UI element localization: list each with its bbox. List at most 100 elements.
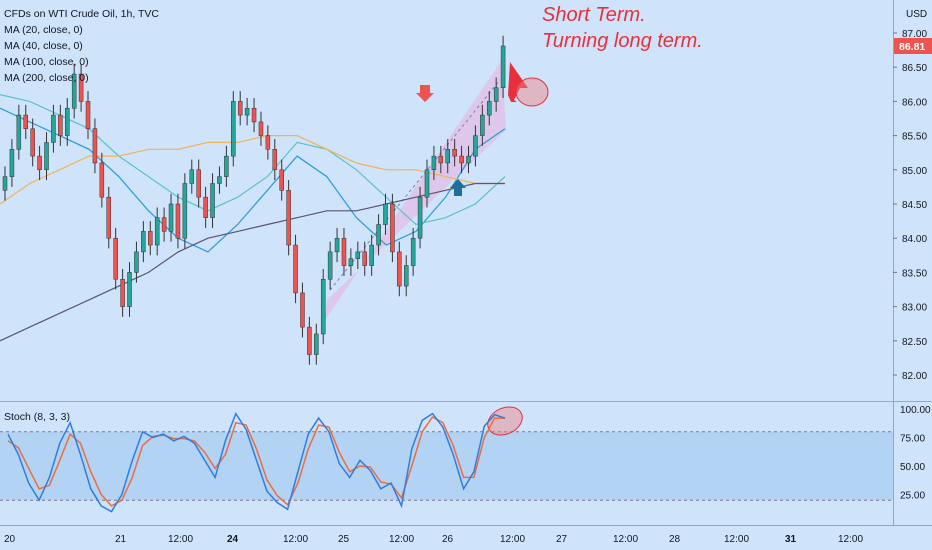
candle-body <box>466 155 471 164</box>
candle-body <box>58 114 63 136</box>
candle-body <box>362 251 367 266</box>
candle-body <box>9 149 15 177</box>
price-tick-label: 85.00 <box>902 166 927 177</box>
time-label: 12:00 <box>613 534 638 545</box>
candle-body <box>265 135 271 150</box>
candle-body <box>189 169 195 184</box>
price-tick-label: 82.50 <box>902 337 927 348</box>
candle-body <box>244 107 250 116</box>
candle-body <box>383 203 388 225</box>
current-price-tag <box>894 37 932 54</box>
candle-body <box>272 149 278 171</box>
candle-body <box>168 203 174 232</box>
ma100-line <box>0 135 505 205</box>
candle-body <box>237 101 243 116</box>
price-tick-label: 86.50 <box>902 63 927 74</box>
candle-body <box>314 333 319 355</box>
candle-body <box>293 244 298 294</box>
candle-body <box>473 135 478 157</box>
candle-body <box>369 244 374 266</box>
candle-body <box>175 203 181 239</box>
stoch-d-line <box>7 416 505 507</box>
candle-body <box>224 155 229 177</box>
candle-body <box>127 272 132 307</box>
candle-body <box>300 292 305 328</box>
candle-body <box>327 251 333 280</box>
time-label: 25 <box>338 534 350 545</box>
projection-arrow-icon <box>508 62 528 102</box>
ma200-line <box>0 182 505 342</box>
candle-body <box>493 87 499 102</box>
candle-body <box>161 217 167 232</box>
target-ellipse <box>515 77 549 107</box>
candle-body <box>217 176 222 184</box>
price-tick-label: 87.00 <box>902 29 927 40</box>
candle-body <box>486 101 492 116</box>
candle-body <box>37 155 42 171</box>
candle-body <box>113 237 118 280</box>
candle-body <box>438 155 444 164</box>
candle-body <box>341 237 347 266</box>
candle-body <box>182 183 188 239</box>
candle-body <box>452 149 457 157</box>
price-tick-label: 85.50 <box>902 132 927 143</box>
price-tick-label: 84.00 <box>902 234 927 245</box>
candle-body <box>65 107 70 136</box>
candle-body <box>251 107 257 123</box>
time-label: 12:00 <box>838 534 863 545</box>
time-label: 27 <box>556 534 568 545</box>
candle-body <box>258 121 264 136</box>
down-arrow-icon <box>416 85 434 102</box>
candle-body <box>376 224 381 246</box>
time-label: 20 <box>4 534 16 545</box>
candle-body <box>99 162 105 198</box>
candle-body <box>403 265 409 287</box>
price-pane <box>0 0 893 400</box>
candle-body <box>120 278 125 307</box>
time-label: 26 <box>442 534 454 545</box>
candle-body <box>106 196 112 239</box>
current-price-label: 86.81 <box>899 41 925 53</box>
price-tick-label: 83.50 <box>902 268 927 279</box>
price-tick-label: 83.00 <box>902 303 927 314</box>
ma40-label: MA (40, close, 0) <box>4 40 83 52</box>
candle-body <box>500 45 506 88</box>
candle-body <box>203 196 208 218</box>
candle-body <box>23 114 29 130</box>
candle-body <box>51 114 56 143</box>
candle-body <box>85 101 91 130</box>
candle-body <box>154 217 160 246</box>
stoch-tick-label: 75.00 <box>900 434 925 445</box>
ma20-label: MA (20, close, 0) <box>4 24 83 36</box>
candle-body <box>16 114 22 150</box>
stoch-band <box>0 431 893 501</box>
candle-body <box>390 203 395 253</box>
ma100-label: MA (100, close, 0) <box>4 56 89 68</box>
candle-body <box>71 73 77 109</box>
price-tick-label: 84.50 <box>902 200 927 211</box>
candle-body <box>424 169 430 198</box>
candle-body <box>480 114 485 136</box>
candle-body <box>141 231 146 253</box>
candle-body <box>417 196 423 239</box>
stoch-tick-label: 100.00 <box>900 405 931 416</box>
currency-label: USD <box>906 9 927 20</box>
time-label: 12:00 <box>724 534 749 545</box>
candle-body <box>320 278 326 335</box>
candle-body <box>148 231 153 246</box>
candle-body <box>78 73 84 102</box>
candle-body <box>134 251 139 273</box>
candle-body <box>44 142 49 171</box>
time-label: 31 <box>785 534 797 545</box>
price-tick-label: 86.00 <box>902 97 927 108</box>
chart-legend: CFDs on WTI Crude Oil, 1h, TVC MA (20, c… <box>4 6 159 86</box>
candle-body <box>397 251 402 287</box>
up-arrow-icon <box>450 179 466 196</box>
candle-body <box>279 169 284 191</box>
time-label: 12:00 <box>168 534 193 545</box>
annotation-line-2: Turning long term. <box>542 30 703 52</box>
stoch-tick-label: 25.00 <box>900 491 925 502</box>
candle-body <box>355 251 361 259</box>
